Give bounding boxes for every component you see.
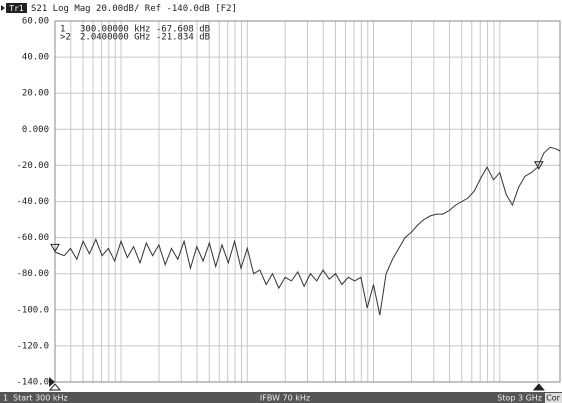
y-tick-label: 60.00 (22, 17, 49, 27)
cor-badge (545, 393, 562, 403)
y-tick-label: -100.0 (16, 305, 49, 315)
marker-id: >2 (60, 33, 71, 43)
marker-id: 1 (60, 25, 65, 35)
y-tick-label: -40.00 (16, 197, 49, 207)
trace-badge (6, 3, 27, 13)
reference-marker (49, 377, 55, 387)
marker-stimulus (48, 383, 62, 391)
marker (533, 161, 544, 170)
y-tick-label: 40.00 (22, 53, 49, 63)
trace-title: S21 Log Mag 20.00dB/ Ref -140.0dB [F2] (31, 4, 237, 14)
start-freq: Start 300 kHz (13, 394, 68, 403)
y-tick-label: 0.000 (22, 125, 49, 135)
trace-label: Tr1 (9, 4, 24, 13)
ifbw: IFBW 70 kHz (260, 394, 310, 403)
marker-readout: 2.0400000 GHz -21.834 dB (80, 33, 210, 43)
channel: 1 (3, 394, 8, 403)
plot-frame (54, 20, 561, 383)
cor: Cor (546, 394, 560, 403)
marker-stimulus (532, 383, 545, 391)
y-tick-label: -20.00 (16, 161, 49, 171)
y-tick-label: -140.0 (16, 378, 49, 388)
stop-freq: Stop 3 GHz (497, 394, 542, 403)
y-tick-label: 20.00 (22, 89, 49, 99)
active-arrow (1, 5, 5, 11)
status-bar: 1 Start 300 kHz IFBW 70 kHz Stop 3 GHz C… (0, 392, 562, 403)
status-background (0, 392, 562, 403)
trace-line (54, 146, 561, 316)
marker (50, 243, 60, 253)
y-tick-label: -80.00 (16, 269, 49, 279)
marker-readout: 300.00000 kHz -67.608 dB (80, 25, 210, 35)
y-tick-label: -120.0 (16, 341, 49, 351)
grid (55, 20, 560, 383)
y-tick-label: -60.00 (16, 233, 49, 243)
